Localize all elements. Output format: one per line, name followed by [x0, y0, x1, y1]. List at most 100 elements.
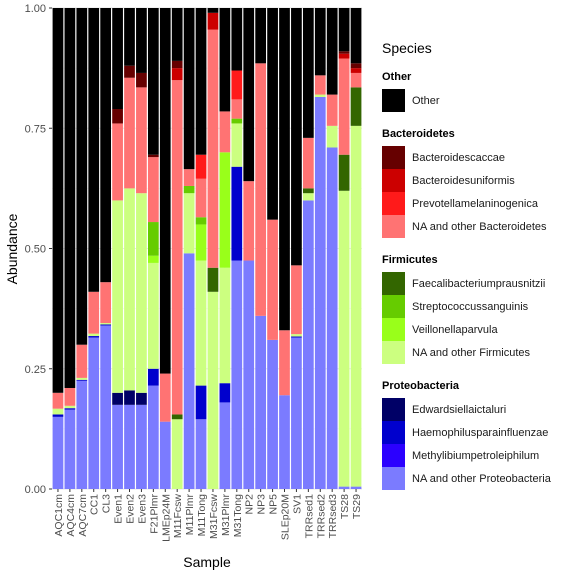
bar-segment [76, 380, 88, 489]
bar-segment [195, 419, 207, 489]
bar-segment [291, 337, 302, 489]
legend-item: NA and other Proteobacteria [382, 467, 572, 490]
legend-color-key [382, 169, 405, 192]
legend-spacer [382, 112, 572, 123]
bar-segment [100, 325, 112, 489]
bar-segment [112, 404, 123, 489]
x-tick-label: M11Fcsw [172, 494, 184, 539]
bar-segment [147, 368, 159, 386]
legend-label: Faecalibacteriumprausnitzii [412, 277, 546, 290]
x-tick-label: SLEp20M [280, 494, 292, 540]
x-tick-label: M31Fcsw [208, 494, 220, 539]
bar-segment [350, 125, 362, 487]
legend-title: Species [382, 40, 432, 56]
x-tick-label: F21Plmr [148, 494, 160, 534]
bar-segment [52, 414, 64, 417]
legend-item: NA and other Firmicutes [382, 341, 572, 364]
bar-segment [195, 260, 207, 386]
bar-segment [136, 87, 147, 194]
bar-segment [207, 267, 219, 292]
x-tick-label: NP5 [268, 494, 280, 515]
bar-segment [350, 68, 362, 73]
x-tick-label: CC1 [89, 494, 101, 515]
bar-segment [255, 63, 267, 316]
bar-segment [338, 53, 350, 59]
bar-segment [219, 402, 231, 489]
bar-segment [64, 409, 76, 489]
bar-segment [136, 8, 147, 73]
x-tick-label: M11Plmr [184, 494, 196, 536]
legend-spacer [382, 238, 572, 249]
bar-segment [183, 8, 195, 170]
bar-segment [159, 373, 171, 422]
bar-segment [171, 80, 183, 415]
legend-label: NA and other Proteobacteria [412, 472, 551, 485]
legend-color-key [382, 295, 405, 318]
bar-segment [64, 387, 76, 406]
bar-segment [314, 96, 326, 490]
legend-item: Streptococcussanguinis [382, 295, 572, 318]
bar-segment [291, 8, 302, 266]
bar-segment [112, 123, 123, 201]
bar-segment [112, 392, 123, 405]
bar-segment [231, 118, 243, 124]
legend-item: Edwardsiellaictaluri [382, 398, 572, 421]
bar-segment [76, 377, 88, 380]
bar-segment [207, 29, 219, 268]
bar-segment [195, 8, 207, 155]
legend-item: Veillonellaparvula [382, 318, 572, 341]
bar-segment [52, 392, 64, 409]
bar-segment [124, 188, 135, 391]
legend-color-key [382, 215, 405, 238]
legend-label: NA and other Bacteroidetes [412, 220, 547, 233]
bar-segment [291, 336, 302, 338]
bar-segment [350, 63, 362, 69]
x-tick-label: M31Plmr [220, 494, 232, 537]
bar-segment [64, 408, 76, 410]
legend-color-key [382, 192, 405, 215]
x-tick-label: TRRsed2 [315, 494, 327, 539]
bar-segment [219, 267, 231, 384]
legend-item: Bacteroidescaccae [382, 146, 572, 169]
bar-segment [302, 137, 314, 189]
legend: Species Other Other Bacteroidetes Bacteroid… [382, 38, 572, 490]
bar-segment [88, 291, 100, 334]
bar-segment [124, 77, 135, 189]
legend-spacer [382, 364, 572, 375]
bar-segment [279, 395, 290, 489]
bar-segment [171, 8, 183, 61]
bar-segment [64, 405, 76, 409]
legend-label: Haemophilusparainfluenzae [412, 426, 549, 439]
bars [52, 8, 362, 490]
bar-segment [326, 94, 338, 126]
bar-segment [338, 51, 350, 54]
bar-segment [302, 188, 314, 194]
bar-segment [243, 260, 255, 489]
bar-segment [195, 154, 207, 179]
bar-segment [231, 260, 243, 489]
legend-item: NA and other Bacteroidetes [382, 215, 572, 238]
bar-segment [52, 416, 64, 489]
bar-segment [279, 330, 290, 396]
bar-segment [314, 75, 326, 95]
bar-segment [136, 72, 147, 88]
legend-item: Other [382, 89, 572, 112]
bar-segment [350, 87, 362, 126]
x-tick-label: NP2 [244, 494, 256, 515]
y-axis-title: Abundance [4, 213, 20, 284]
x-tick-label: Even1 [113, 494, 125, 524]
x-tick-label: TS28 [339, 494, 351, 519]
bar-segment [207, 8, 219, 13]
bar-segment [338, 58, 350, 155]
bar-segment [350, 486, 362, 489]
bar-segment [195, 224, 207, 261]
bar-segment [231, 123, 243, 167]
y-tick-label: 0.25 [25, 364, 46, 376]
bar-segment [183, 193, 195, 254]
x-tick-label: AQC4cm [65, 494, 77, 537]
bar-segment [326, 125, 338, 148]
bar-segment [159, 421, 171, 489]
bar-segment [267, 219, 278, 340]
